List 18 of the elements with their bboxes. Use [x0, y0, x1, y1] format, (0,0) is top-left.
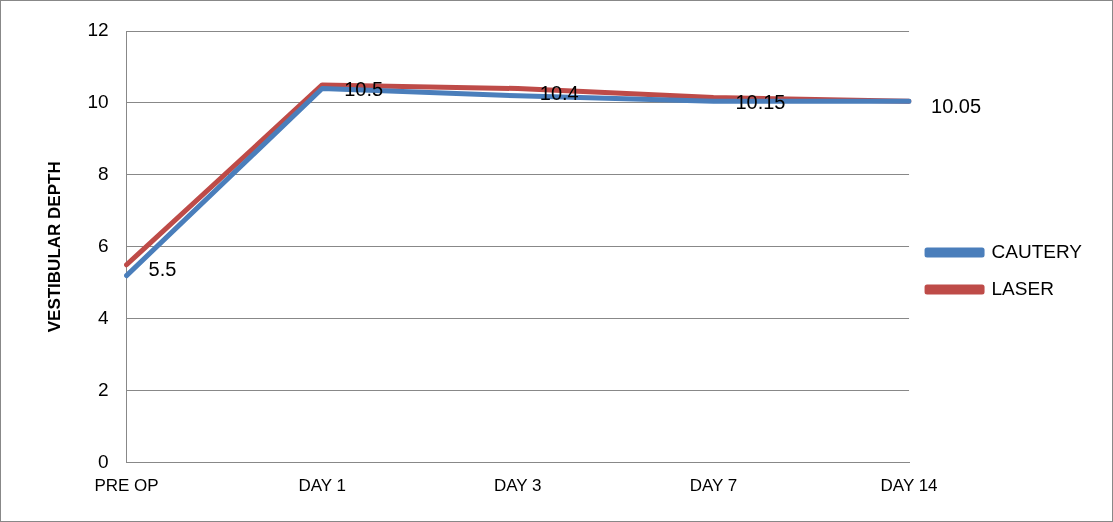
x-tick-label: DAY 1 — [298, 476, 346, 496]
data-label: 5.5 — [148, 258, 177, 281]
y-tick-label: 0 — [97, 450, 109, 472]
legend-label: LASER — [991, 277, 1054, 299]
data-label: 10.05 — [931, 94, 982, 117]
y-tick-label: 8 — [97, 163, 109, 185]
y-tick-label: 6 — [97, 235, 109, 257]
x-tick-label: PRE OP — [94, 476, 159, 496]
y-tick-label: 10 — [87, 91, 109, 113]
y-tick-label: 4 — [97, 306, 109, 328]
legend-label: CAUTERY — [991, 240, 1083, 262]
y-axis-title: VESTIBULAR DEPTH — [44, 161, 64, 333]
x-tick-label: DAY 3 — [494, 476, 542, 496]
y-tick-label: 12 — [87, 19, 109, 41]
x-tick-label: DAY 7 — [689, 476, 738, 496]
y-tick-label: 2 — [97, 378, 109, 400]
data-label: 10.4 — [539, 82, 579, 105]
x-tick-label: DAY 14 — [880, 476, 938, 496]
